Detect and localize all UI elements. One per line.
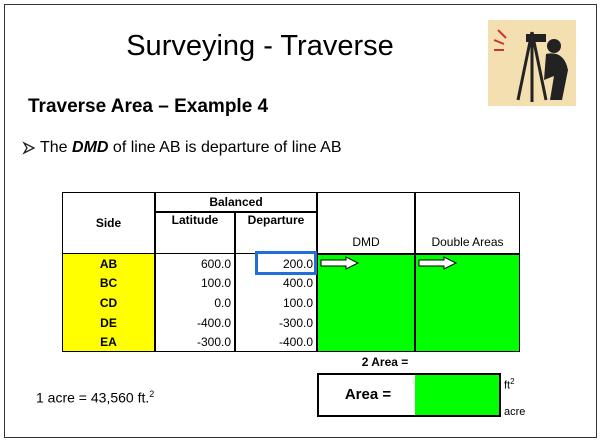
header-cell: Double Areas [415,192,520,254]
value-cell: 0.0 [155,293,235,313]
value-cell: -300.0 [155,332,235,352]
side-cell: AB [62,254,155,274]
header-cell: Departure [235,212,317,254]
header-cell: Latitude [155,212,235,254]
side-cell: DE [62,313,155,333]
conversion-text: 1 acre = 43,560 ft. [36,390,149,406]
header-cell: DMD [317,192,415,254]
header-cell: Side [62,192,155,254]
value-cell: 400.0 [235,274,317,294]
highlight-box [255,251,317,275]
surveyor-icon [488,20,576,106]
unit: ft2 [504,377,515,392]
subtitle: Traverse Area – Example 4 [28,96,268,118]
two-area-label: 2 Area = [350,355,420,369]
value-cell: -300.0 [235,313,317,333]
bullet-text: of line AB is departure of line AB [113,139,342,156]
group-header: Balanced [155,192,317,212]
value-cell: 100.0 [155,274,235,294]
value-cell: 100.0 [235,293,317,313]
unit: acre [504,406,525,418]
bullet-emphasis: DMD [72,139,108,156]
title: Surveying - Traverse [60,30,460,63]
value-cell: -400.0 [235,332,317,352]
conversion-sup: 2 [149,389,154,399]
slide: Surveying - Traverse Traverse Area – Exa… [0,0,603,444]
area-cell [415,375,499,415]
conversion: 1 acre = 43,560 ft.2 [36,389,154,406]
side-cell: EA [62,332,155,352]
arrow [320,256,360,270]
side-cell: BC [62,274,155,294]
bullet: The DMD of line AB is departure of line … [40,139,342,157]
bullet-arrow [22,141,36,155]
bullet-text: The [40,139,68,156]
area-label: Area = [325,386,411,403]
value-cell: -400.0 [155,313,235,333]
side-cell: CD [62,293,155,313]
unit-sup: 2 [510,377,514,386]
arrow [418,256,458,270]
value-cell: 600.0 [155,254,235,274]
